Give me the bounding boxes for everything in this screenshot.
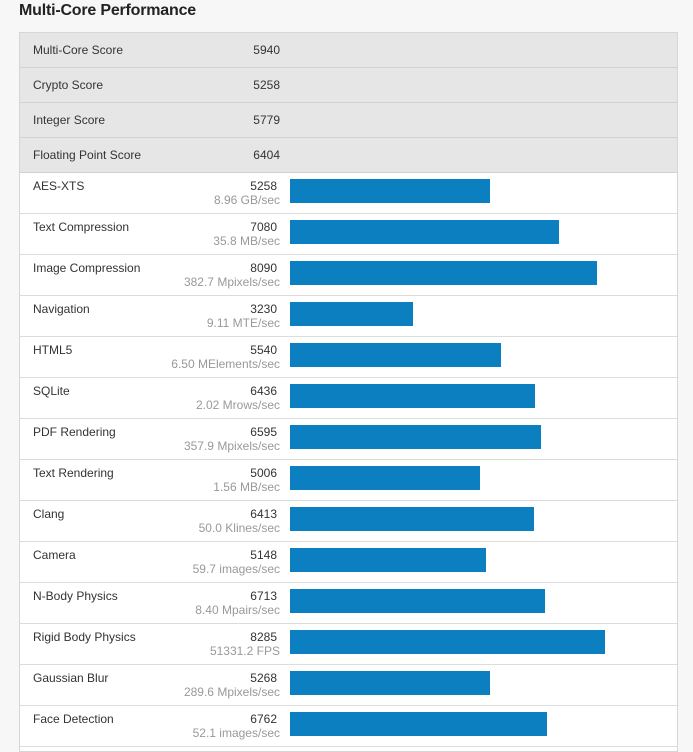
benchmark-score: 6762 bbox=[250, 712, 277, 726]
benchmark-name: HTML5 bbox=[33, 343, 73, 357]
benchmark-rate: 8.96 GB/sec bbox=[213, 193, 280, 207]
benchmark-row: AES-XTS 5258 8.96 GB/sec bbox=[20, 173, 677, 214]
benchmark-bar bbox=[290, 302, 413, 326]
benchmark-row: Navigation 3230 9.11 MTE/sec bbox=[20, 296, 677, 337]
summary-row: Crypto Score 5258 bbox=[20, 68, 677, 103]
benchmark-bar bbox=[290, 220, 559, 244]
results-table: Multi-Core Score 5940 Crypto Score 5258 Inte… bbox=[19, 32, 678, 752]
benchmark-rate: 1.56 MB/sec bbox=[213, 480, 280, 494]
benchmark-name: Clang bbox=[33, 507, 65, 521]
benchmark-bar bbox=[290, 507, 534, 531]
summary-value: 5258 bbox=[253, 78, 280, 92]
summary-row: Integer Score 5779 bbox=[20, 103, 677, 138]
benchmark-row: HTML5 5540 6.50 MElements/sec bbox=[20, 337, 677, 378]
summary-label: Floating Point Score bbox=[33, 148, 142, 162]
benchmark-name: Face Detection bbox=[33, 712, 114, 726]
benchmark-row: Image Compression 8090 382.7 Mpixels/sec bbox=[20, 255, 677, 296]
benchmark-name: Text Rendering bbox=[33, 466, 114, 480]
benchmark-row: Clang 6413 50.0 Klines/sec bbox=[20, 501, 677, 542]
benchmark-row: Camera 5148 59.7 images/sec bbox=[20, 542, 677, 583]
benchmark-name: PDF Rendering bbox=[33, 425, 116, 439]
benchmark-bar bbox=[290, 179, 490, 203]
benchmark-score: 6436 bbox=[250, 384, 277, 398]
benchmark-section: AES-XTS 5258 8.96 GB/sec Text Compression 70… bbox=[20, 173, 677, 747]
benchmark-rate: 382.7 Mpixels/sec bbox=[183, 275, 280, 289]
benchmark-name: Camera bbox=[33, 548, 76, 562]
summary-value: 5940 bbox=[253, 43, 280, 57]
summary-value: 5779 bbox=[253, 113, 280, 127]
benchmark-row: Text Compression 7080 35.8 MB/sec bbox=[20, 214, 677, 255]
benchmark-rate: 2.02 Mrows/sec bbox=[195, 398, 280, 412]
benchmark-name: AES-XTS bbox=[33, 179, 85, 193]
benchmark-row: N-Body Physics 6713 8.40 Mpairs/sec bbox=[20, 583, 677, 624]
benchmark-score: 6413 bbox=[250, 507, 277, 521]
benchmark-bar bbox=[290, 712, 547, 736]
benchmark-row: Gaussian Blur 5268 289.6 Mpixels/sec bbox=[20, 665, 677, 706]
benchmark-rate: 6.50 MElements/sec bbox=[171, 357, 280, 371]
benchmark-row: Face Detection 6762 52.1 images/sec bbox=[20, 706, 677, 747]
benchmark-rate: 8.40 Mpairs/sec bbox=[195, 603, 280, 617]
benchmark-name: Image Compression bbox=[33, 261, 141, 275]
benchmark-score: 7080 bbox=[250, 220, 277, 234]
benchmark-score: 5006 bbox=[250, 466, 277, 480]
benchmark-score: 5540 bbox=[250, 343, 277, 357]
benchmark-rate: 51331.2 FPS bbox=[209, 644, 280, 658]
benchmark-name: Text Compression bbox=[33, 220, 130, 234]
benchmark-row: PDF Rendering 6595 357.9 Mpixels/sec bbox=[20, 419, 677, 460]
benchmark-row: SQLite 6436 2.02 Mrows/sec bbox=[20, 378, 677, 419]
summary-section: Multi-Core Score 5940 Crypto Score 5258 Inte… bbox=[20, 33, 677, 173]
benchmark-name: Gaussian Blur bbox=[33, 671, 109, 685]
benchmark-score: 5258 bbox=[250, 179, 277, 193]
benchmark-bar bbox=[290, 589, 545, 613]
summary-value: 6404 bbox=[253, 148, 280, 162]
summary-label: Crypto Score bbox=[33, 78, 104, 92]
summary-label: Integer Score bbox=[33, 113, 106, 127]
benchmark-rate: 35.8 MB/sec bbox=[213, 234, 280, 248]
benchmark-rate: 357.9 Mpixels/sec bbox=[183, 439, 280, 453]
benchmark-name: Rigid Body Physics bbox=[33, 630, 136, 644]
benchmark-bar bbox=[290, 466, 480, 490]
benchmark-name: N-Body Physics bbox=[33, 589, 118, 603]
benchmark-score: 8090 bbox=[250, 261, 277, 275]
benchmark-rate: 50.0 Klines/sec bbox=[198, 521, 280, 535]
summary-label: Multi-Core Score bbox=[33, 43, 124, 57]
benchmark-row: Rigid Body Physics 8285 51331.2 FPS bbox=[20, 624, 677, 665]
benchmark-bar bbox=[290, 425, 541, 449]
benchmark-rate: 9.11 MTE/sec bbox=[206, 316, 280, 330]
benchmark-score: 8285 bbox=[250, 630, 277, 644]
benchmark-rate: 289.6 Mpixels/sec bbox=[183, 685, 280, 699]
benchmark-rate: 52.1 images/sec bbox=[192, 726, 280, 740]
benchmark-bar bbox=[290, 630, 605, 654]
benchmark-bar bbox=[290, 384, 535, 408]
summary-row: Floating Point Score 6404 bbox=[20, 138, 677, 173]
benchmark-bar bbox=[290, 671, 490, 695]
summary-row: Multi-Core Score 5940 bbox=[20, 33, 677, 68]
benchmark-score: 6595 bbox=[250, 425, 277, 439]
benchmark-name: SQLite bbox=[33, 384, 70, 398]
benchmark-name: Navigation bbox=[33, 302, 90, 316]
benchmark-score: 5148 bbox=[250, 548, 277, 562]
benchmark-score: 3230 bbox=[250, 302, 277, 316]
benchmark-row: Text Rendering 5006 1.56 MB/sec bbox=[20, 460, 677, 501]
benchmark-bar bbox=[290, 343, 501, 367]
benchmark-bar bbox=[290, 261, 597, 285]
benchmark-rate: 59.7 images/sec bbox=[192, 562, 280, 576]
page-title: Multi-Core Performance bbox=[19, 2, 196, 19]
benchmark-score: 5268 bbox=[250, 671, 277, 685]
benchmark-score: 6713 bbox=[250, 589, 277, 603]
benchmark-bar bbox=[290, 548, 486, 572]
